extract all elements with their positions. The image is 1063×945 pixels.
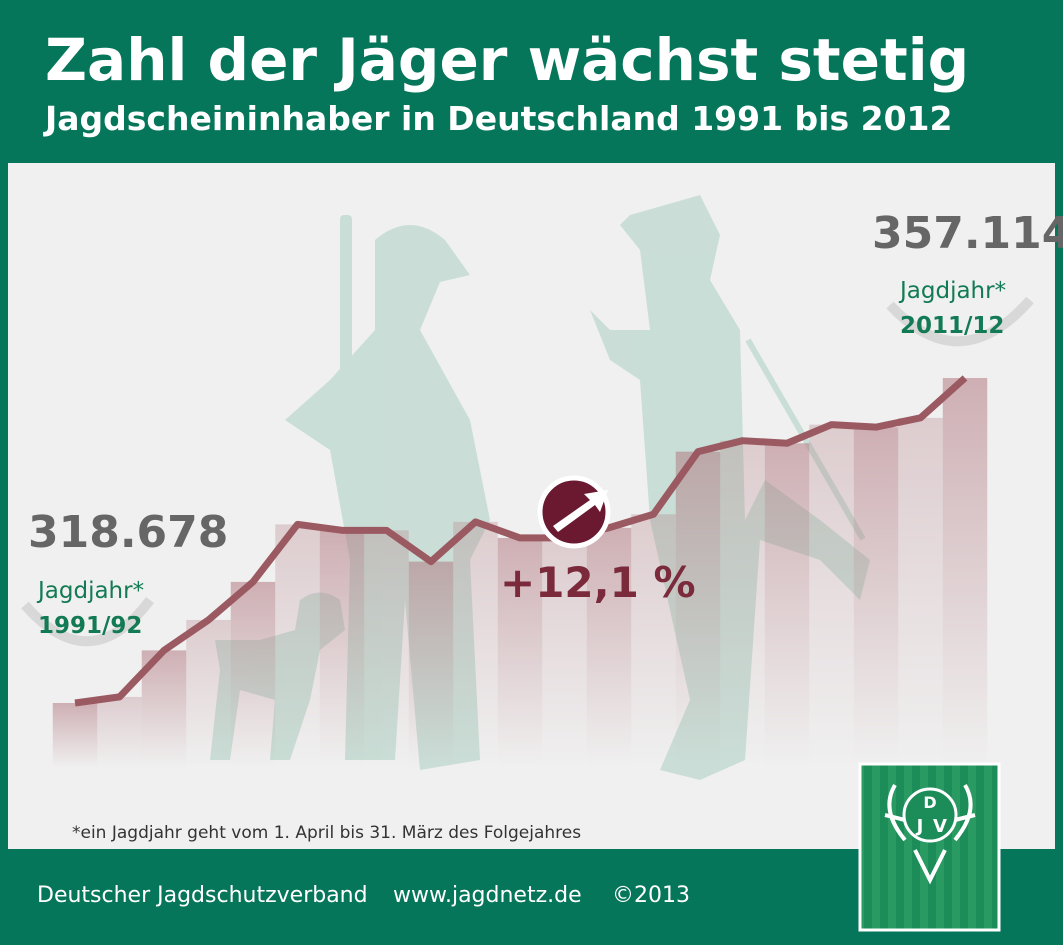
change-label: +12,1 % bbox=[500, 558, 696, 607]
footnote: *ein Jagdjahr geht vom 1. April bis 31. … bbox=[72, 823, 581, 843]
column bbox=[853, 427, 899, 768]
column bbox=[319, 530, 365, 768]
column bbox=[364, 530, 409, 768]
logo-letter: D bbox=[923, 793, 936, 812]
column bbox=[186, 619, 231, 768]
subtitle: Jagdscheininhaber in Deutschland 1991 bi… bbox=[43, 99, 952, 138]
horn-decorations bbox=[21, 296, 1034, 647]
column bbox=[408, 561, 454, 768]
column bbox=[942, 378, 988, 768]
column bbox=[720, 440, 765, 768]
end-label: Jagdjahr* bbox=[898, 278, 1006, 304]
column bbox=[230, 581, 276, 768]
end-value-label: 357.114 bbox=[872, 208, 1063, 259]
footer-copyright: ©2013 bbox=[612, 883, 690, 908]
column bbox=[542, 537, 587, 768]
start-category: 1991/92 bbox=[38, 613, 142, 639]
logo-letter: J bbox=[915, 816, 924, 837]
column bbox=[809, 424, 854, 768]
title: Zahl der Jäger wächst stetig bbox=[45, 26, 969, 94]
footer-website: www.jagdnetz.de bbox=[393, 883, 582, 908]
column bbox=[631, 514, 676, 768]
column bbox=[52, 703, 98, 768]
data-line bbox=[74, 375, 968, 707]
column bbox=[764, 443, 810, 768]
column bbox=[453, 521, 498, 768]
column bbox=[586, 527, 632, 768]
end-category: 2011/12 bbox=[900, 313, 1004, 339]
column bbox=[497, 537, 543, 768]
column bbox=[275, 524, 320, 768]
logo-letter: V bbox=[933, 816, 947, 837]
logo-circle bbox=[902, 787, 958, 843]
column bbox=[898, 417, 943, 768]
start-label: Jagdjahr* bbox=[36, 578, 144, 604]
start-value-label: 318.678 bbox=[28, 507, 228, 558]
logo-antlers bbox=[884, 783, 976, 885]
plot bbox=[52, 375, 988, 768]
footer-organization: Deutscher Jagdschutzverband bbox=[37, 883, 368, 908]
column bbox=[97, 696, 142, 768]
column bbox=[675, 451, 721, 768]
arrow-icon bbox=[553, 490, 608, 532]
